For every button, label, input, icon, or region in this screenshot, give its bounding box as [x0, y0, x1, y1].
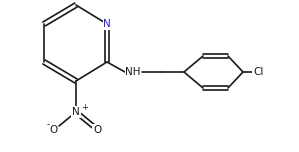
Text: N: N: [103, 19, 111, 29]
Text: O: O: [93, 125, 101, 135]
Text: Cl: Cl: [253, 67, 263, 77]
Text: O: O: [49, 125, 57, 135]
Text: N: N: [72, 107, 80, 117]
Text: -: -: [47, 121, 50, 130]
Text: +: +: [81, 102, 88, 112]
Text: NH: NH: [125, 67, 141, 77]
